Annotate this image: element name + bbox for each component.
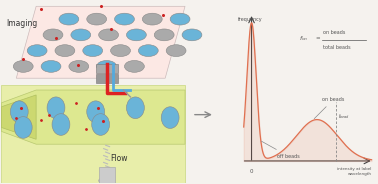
- Ellipse shape: [170, 13, 190, 25]
- Ellipse shape: [127, 29, 146, 41]
- Ellipse shape: [52, 114, 70, 135]
- Ellipse shape: [99, 177, 115, 184]
- Text: $f_{on}$: $f_{on}$: [299, 34, 308, 43]
- Text: $I_{bead}$: $I_{bead}$: [338, 112, 350, 121]
- Polygon shape: [2, 85, 185, 183]
- Ellipse shape: [161, 107, 179, 128]
- Bar: [96, 64, 118, 73]
- Text: off beads: off beads: [262, 141, 300, 159]
- Text: on beads: on beads: [314, 97, 345, 119]
- Text: on beads: on beads: [323, 30, 345, 35]
- Text: intensity at label
wavelength: intensity at label wavelength: [337, 167, 372, 176]
- Bar: [99, 167, 115, 183]
- Ellipse shape: [99, 29, 119, 41]
- Text: Flow: Flow: [110, 154, 127, 163]
- Ellipse shape: [83, 45, 103, 56]
- Polygon shape: [2, 95, 36, 139]
- Ellipse shape: [138, 45, 158, 56]
- Ellipse shape: [27, 45, 47, 56]
- Ellipse shape: [43, 29, 63, 41]
- Ellipse shape: [55, 45, 75, 56]
- Ellipse shape: [13, 61, 33, 72]
- Text: 0: 0: [250, 169, 253, 174]
- Ellipse shape: [87, 13, 107, 25]
- Text: Imaging: Imaging: [6, 19, 37, 28]
- Ellipse shape: [14, 117, 32, 138]
- Polygon shape: [2, 90, 185, 144]
- Bar: [96, 74, 118, 83]
- Text: total beads: total beads: [323, 45, 351, 50]
- Ellipse shape: [59, 13, 79, 25]
- Ellipse shape: [154, 29, 174, 41]
- Ellipse shape: [127, 97, 144, 119]
- Ellipse shape: [143, 13, 162, 25]
- Ellipse shape: [69, 61, 89, 72]
- Ellipse shape: [115, 13, 135, 25]
- Ellipse shape: [166, 45, 186, 56]
- Ellipse shape: [71, 29, 91, 41]
- Text: frequency: frequency: [238, 17, 262, 22]
- Ellipse shape: [47, 97, 65, 119]
- Text: =: =: [315, 36, 320, 41]
- Polygon shape: [16, 6, 185, 78]
- Ellipse shape: [87, 101, 105, 123]
- Ellipse shape: [41, 61, 61, 72]
- Ellipse shape: [111, 45, 130, 56]
- Ellipse shape: [97, 61, 116, 72]
- Ellipse shape: [182, 29, 202, 41]
- Ellipse shape: [10, 101, 28, 123]
- Ellipse shape: [124, 61, 144, 72]
- Ellipse shape: [92, 114, 110, 135]
